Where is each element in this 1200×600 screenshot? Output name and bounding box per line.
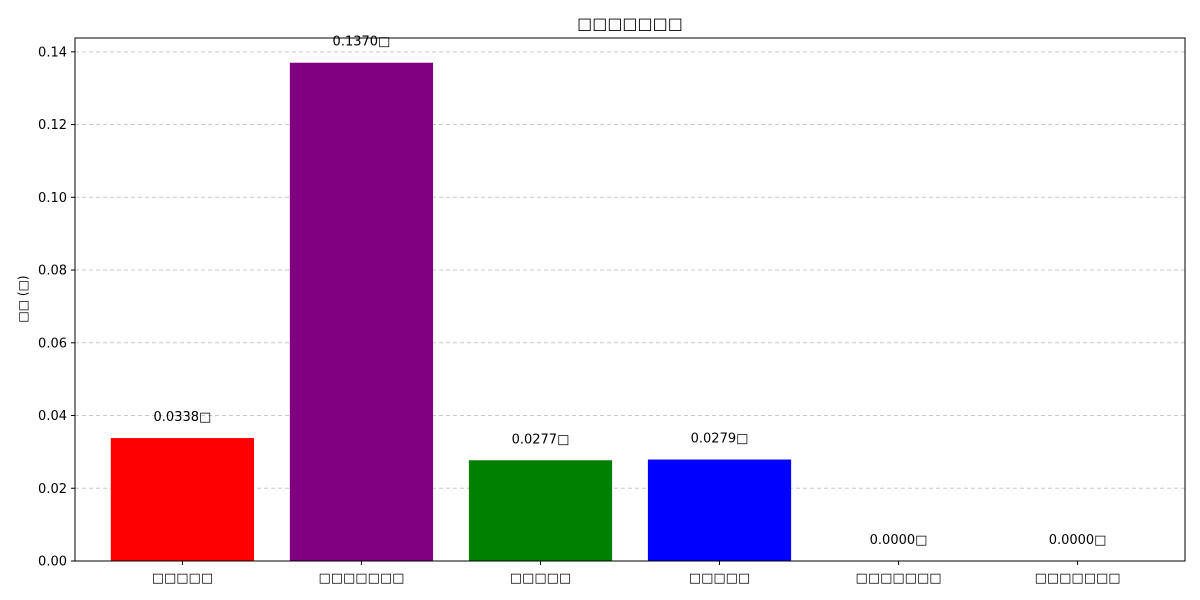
bar: [110, 438, 255, 561]
bar-value-label: 0.0000□: [1049, 533, 1107, 548]
x-tick-label: □□□□□□□: [318, 571, 404, 586]
bar-value-label: 0.0277□: [512, 432, 570, 447]
bar: [468, 460, 613, 561]
y-tick-label: 0.06: [38, 336, 67, 351]
bars: [110, 62, 792, 562]
x-tick-label: □□□□□: [152, 571, 213, 586]
x-tick-label: □□□□□: [689, 571, 750, 586]
bar-value-label: 0.0279□: [691, 432, 749, 447]
bar: [647, 459, 792, 561]
y-tick-label: 0.14: [38, 45, 67, 60]
bar-value-label: 0.1370□: [333, 35, 391, 50]
y-tick-label: 0.00: [38, 555, 67, 570]
data-labels: 0.0338□ 0.1370□ 0.0277□ 0.0279□ 0.0000□ 0.000…: [154, 35, 1107, 548]
y-tick-label: 0.04: [38, 409, 67, 424]
x-tick-label: □□□□□: [510, 571, 571, 586]
bar-value-label: 0.0000□: [870, 533, 928, 548]
bar-value-label: 0.0338□: [154, 410, 212, 425]
y-axis-label: □□ (□): [16, 275, 30, 322]
x-tick-label: □□□□□□□: [856, 571, 942, 586]
y-axis: 0.00 0.02 0.04 0.06 0.08 0.10 0.12 0.14: [38, 45, 75, 570]
plot-frame: [74, 37, 1186, 562]
x-axis: □□□□□ □□□□□□□ □□□□□ □□□□□ □□□□□□□ □□□□□□□: [152, 561, 1121, 586]
y-tick-label: 0.08: [38, 264, 67, 279]
y-tick-label: 0.02: [38, 482, 67, 497]
grid-lines: [75, 51, 1185, 489]
x-tick-label: □□□□□□□: [1035, 571, 1121, 586]
chart-title: □□□□□□□: [577, 14, 683, 33]
y-tick-label: 0.12: [38, 118, 67, 133]
y-tick-label: 0.10: [38, 191, 67, 206]
bar: [289, 62, 434, 562]
